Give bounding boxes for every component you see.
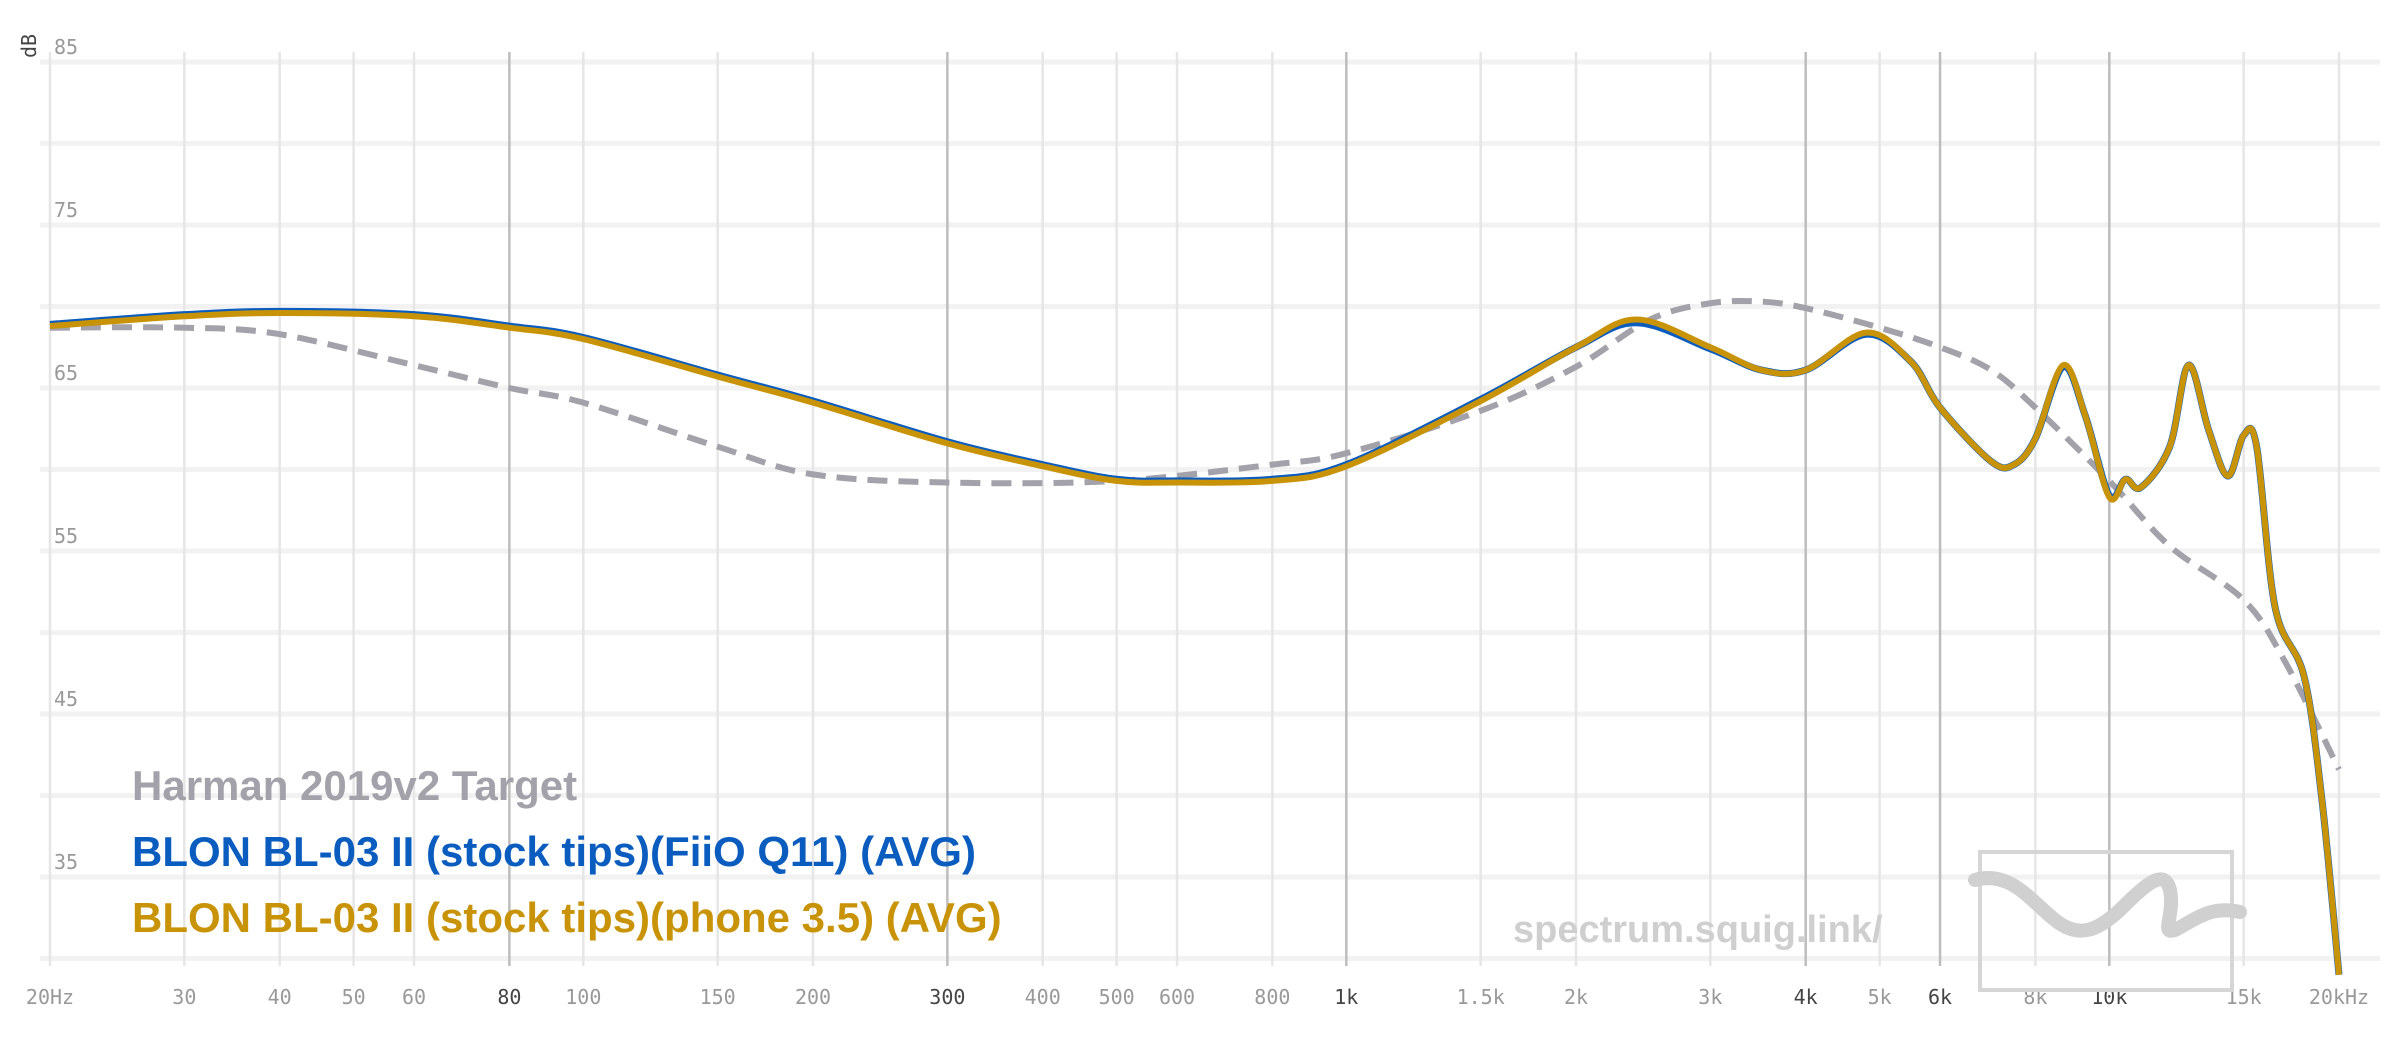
x-tick-label: 20Hz xyxy=(26,985,74,1009)
squiglink-logo-icon xyxy=(1968,850,2247,992)
legend: Harman 2019v2 Target BLON BL-03 II (stoc… xyxy=(132,762,1002,941)
x-tick-label: 150 xyxy=(700,985,736,1009)
legend-entry-fiio[interactable]: BLON BL-03 II (stock tips)(FiiO Q11) (AV… xyxy=(132,828,976,875)
legend-entry-target[interactable]: Harman 2019v2 Target xyxy=(132,762,577,809)
legend-entry-phone[interactable]: BLON BL-03 II (stock tips)(phone 3.5) (A… xyxy=(132,894,1002,941)
x-tick-label: 1k xyxy=(1334,985,1358,1009)
x-tick-label: 20kHz xyxy=(2309,985,2369,1009)
y-tick-label: 75 xyxy=(54,198,78,222)
x-tick-label: 40 xyxy=(268,985,292,1009)
x-tick-label: 2k xyxy=(1564,985,1588,1009)
x-tick-label: 800 xyxy=(1254,985,1290,1009)
y-axis-label: dB xyxy=(17,34,41,58)
y-tick-label: 45 xyxy=(54,687,78,711)
x-tick-label: 600 xyxy=(1159,985,1195,1009)
x-tick-label: 300 xyxy=(929,985,965,1009)
y-tick-label: 85 xyxy=(54,35,78,59)
y-tick-label: 65 xyxy=(54,361,78,385)
target-curve xyxy=(49,297,2342,771)
x-tick-label: 80 xyxy=(497,985,521,1009)
x-tick-label: 500 xyxy=(1099,985,1135,1009)
x-tick-label: 60 xyxy=(402,985,426,1009)
x-tick-label: 100 xyxy=(565,985,601,1009)
x-tick-label: 3k xyxy=(1698,985,1722,1009)
x-tick-label: 5k xyxy=(1868,985,1892,1009)
y-axis-ticks: 85 75 65 55 45 35 xyxy=(54,35,78,874)
series-lines xyxy=(49,297,2343,976)
x-tick-label: 400 xyxy=(1025,985,1061,1009)
phone-curve xyxy=(49,310,2342,976)
y-tick-label: 55 xyxy=(54,524,78,548)
x-tick-label: 4k xyxy=(1794,985,1818,1009)
x-tick-label: 1.5k xyxy=(1457,985,1505,1009)
x-tick-label: 6k xyxy=(1928,985,1952,1009)
x-tick-label: 30 xyxy=(172,985,196,1009)
x-tick-label: 200 xyxy=(795,985,831,1009)
y-tick-label: 35 xyxy=(54,850,78,874)
watermark-text: spectrum.squig.link/ xyxy=(1513,909,1883,951)
x-tick-label: 50 xyxy=(342,985,366,1009)
